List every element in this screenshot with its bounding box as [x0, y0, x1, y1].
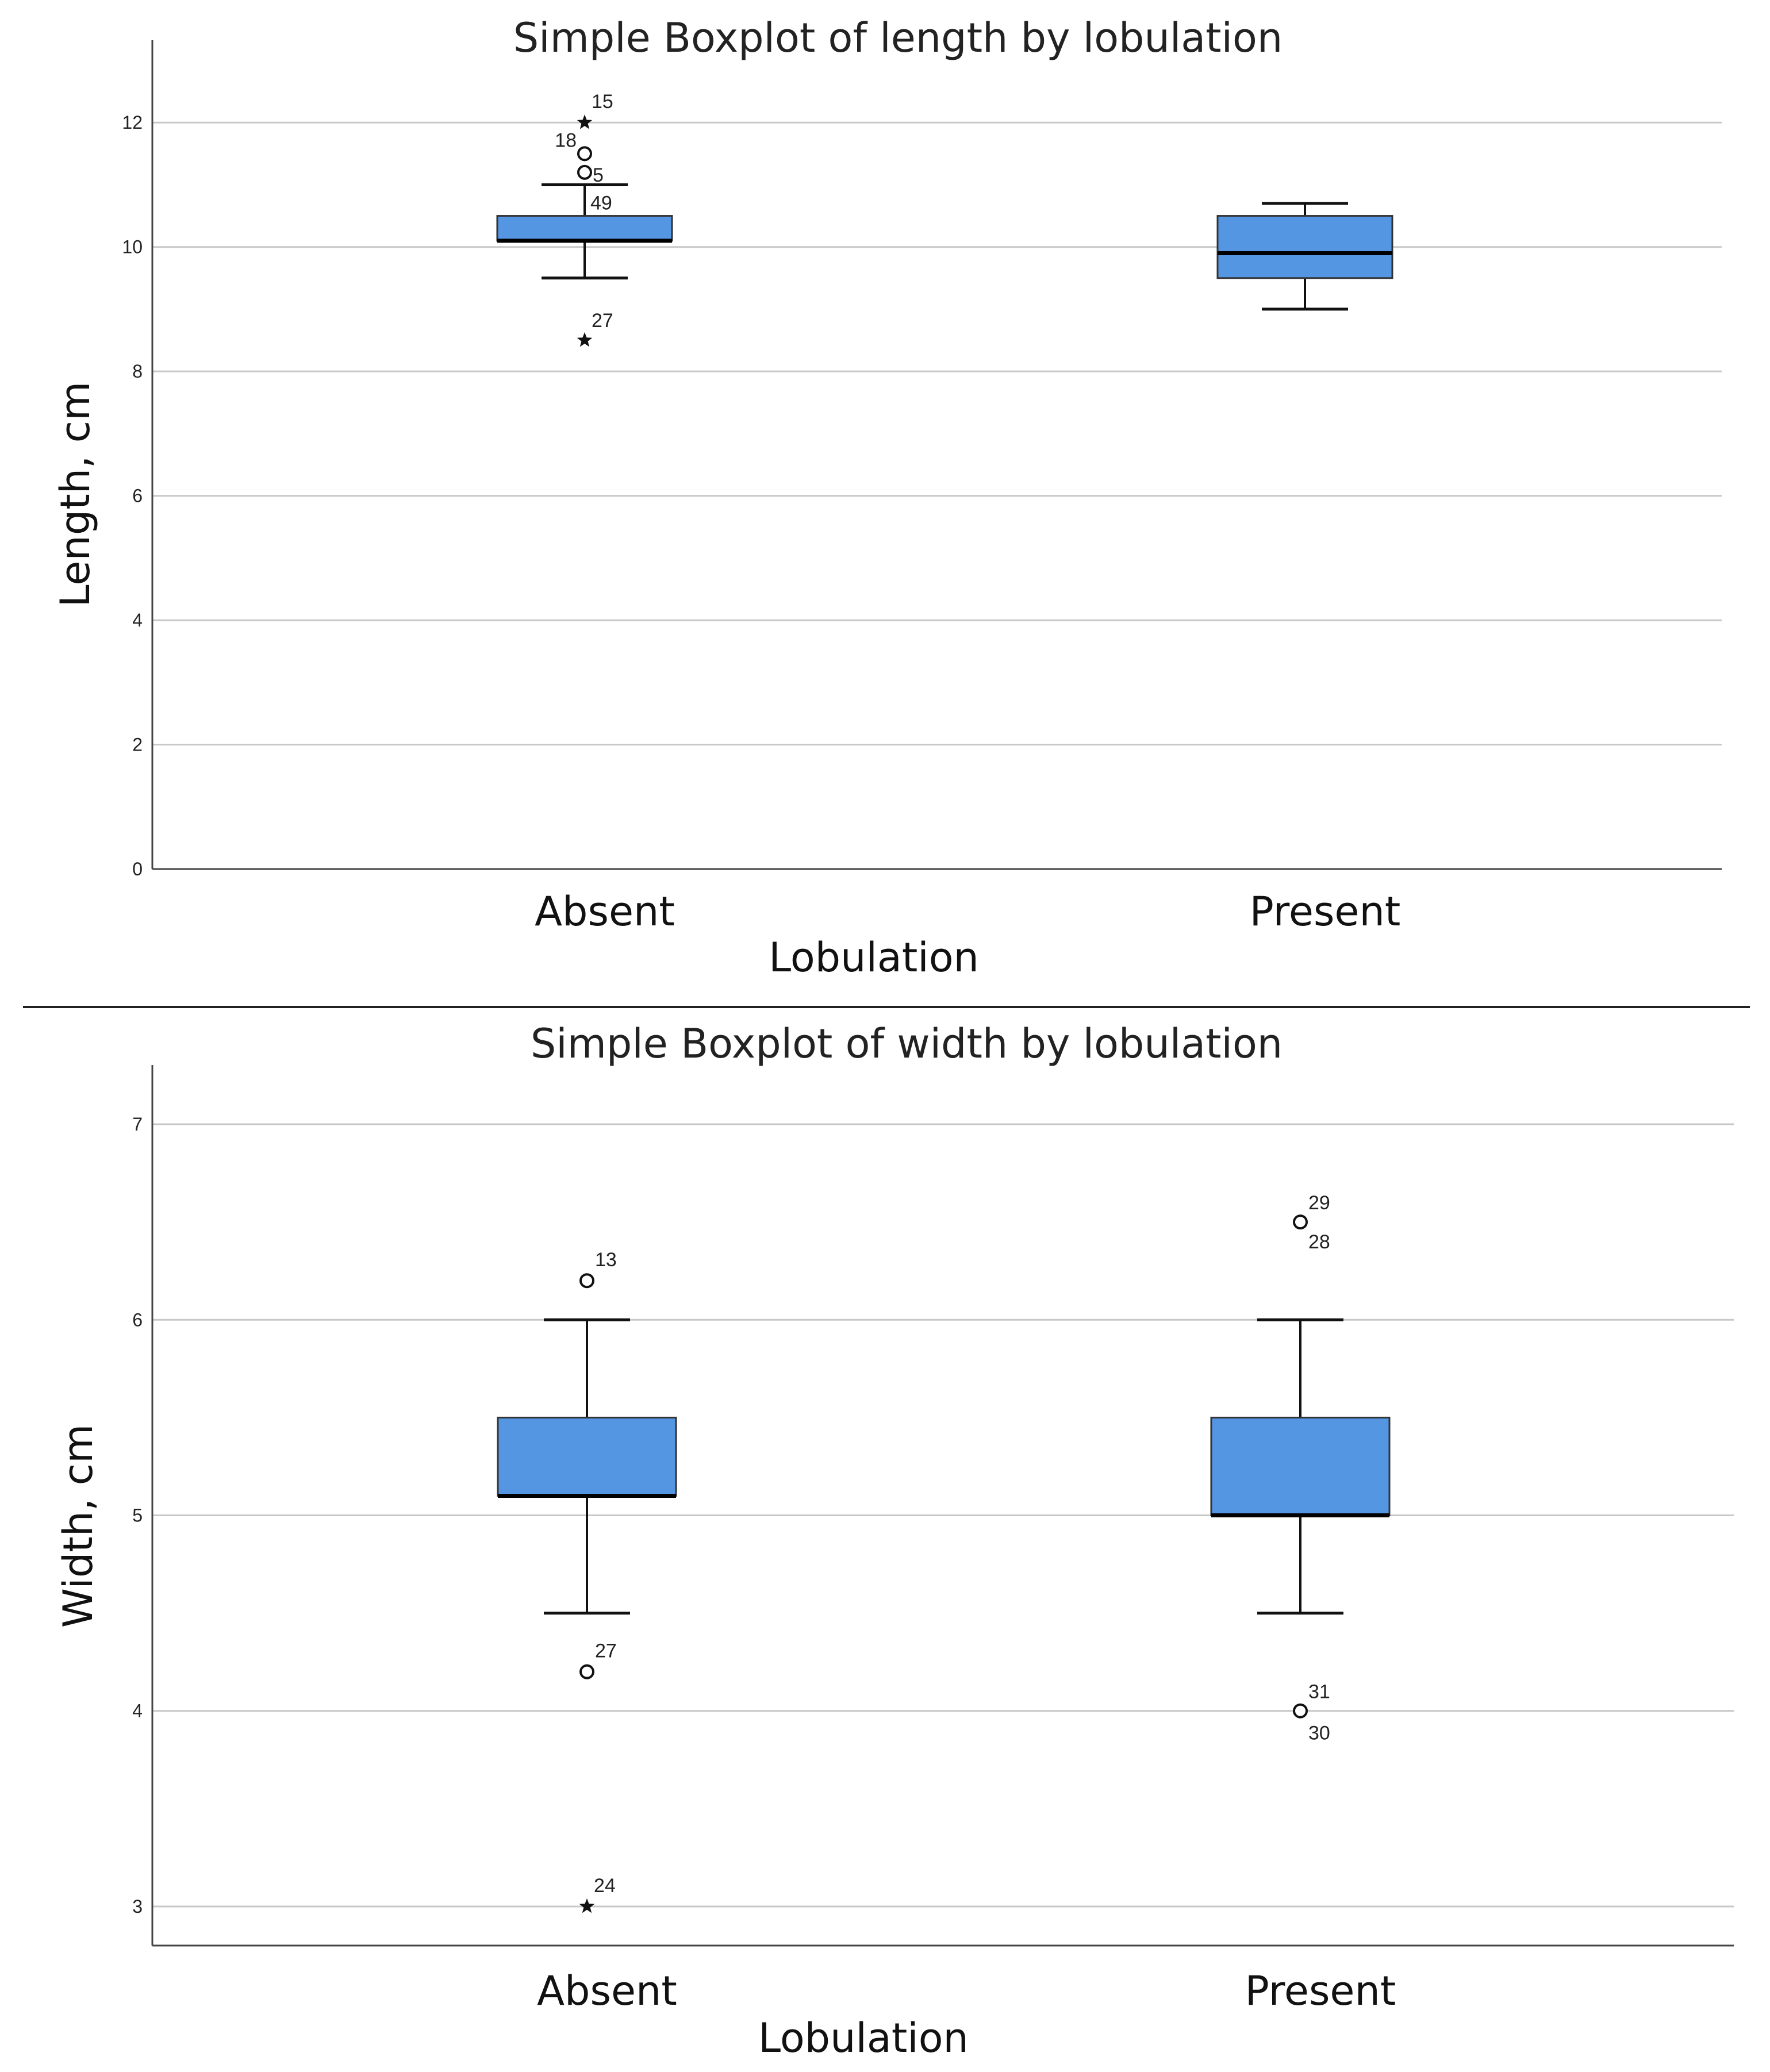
category-label-present: Present	[1250, 888, 1401, 935]
extreme-point-27	[577, 332, 593, 347]
category-label-present: Present	[1245, 1967, 1396, 2015]
y-tick-label: 6	[132, 1309, 143, 1330]
outlier-label-49: 49	[590, 192, 612, 214]
y-tick-label: 4	[132, 610, 143, 631]
y-tick-label: 3	[132, 1896, 143, 1917]
extreme-point-15	[577, 114, 593, 129]
box-absent	[496, 215, 673, 242]
outlier-point-13	[579, 1273, 594, 1289]
outlier-point-29	[1293, 1214, 1308, 1230]
box-absent	[497, 1416, 677, 1497]
box-present	[1216, 215, 1393, 279]
category-label-absent: Absent	[537, 1967, 677, 2015]
category-label-absent: Absent	[535, 888, 675, 935]
outlier-point-31	[1293, 1703, 1308, 1719]
outlier-label-18: 18	[555, 129, 577, 151]
outlier-label-5: 5	[593, 164, 604, 186]
y-tick-label: 0	[132, 859, 143, 879]
outlier-label-28: 28	[1308, 1231, 1330, 1253]
y-tick-label: 6	[132, 486, 143, 506]
y-axis-title: Width, cm	[55, 1424, 102, 1628]
outlier-label-30: 30	[1308, 1723, 1330, 1744]
extreme-point-24	[579, 1898, 595, 1913]
outlier-label-13: 13	[595, 1249, 617, 1271]
y-tick-label: 5	[132, 1505, 143, 1526]
y-tick-label: 8	[132, 361, 143, 382]
outlier-point-27	[579, 1664, 594, 1679]
width-boxplot-panel: Simple Boxplot of width by lobulation 3 4 5…	[55, 1020, 1734, 2062]
box-present	[1210, 1416, 1391, 1517]
outlier-label-24: 24	[594, 1875, 616, 1897]
y-tick-label: 12	[122, 112, 143, 133]
chart-title: Simple Boxplot of width by lobulation	[531, 1020, 1283, 1067]
y-tick-label: 7	[132, 1114, 143, 1135]
y-axis-title: Length, cm	[52, 382, 99, 608]
outlier-label-27: 27	[595, 1640, 617, 1662]
chart-title: Simple Boxplot of length by lobulation	[513, 14, 1283, 61]
outlier-label-15: 15	[592, 91, 613, 113]
outlier-label-29: 29	[1308, 1192, 1330, 1214]
x-axis-title: Lobulation	[769, 934, 979, 981]
y-tick-label: 2	[132, 735, 143, 755]
outlier-label-31: 31	[1308, 1681, 1330, 1703]
outlier-label-27: 27	[592, 310, 613, 332]
x-axis-title: Lobulation	[758, 2015, 969, 2062]
y-tick-label: 10	[122, 237, 143, 257]
outlier-point-5	[577, 164, 592, 180]
length-boxplot-panel: Simple Boxplot of length by lobulation 0 2…	[52, 14, 1722, 981]
y-tick-label: 4	[132, 1701, 143, 1721]
outlier-point-18	[577, 146, 592, 162]
